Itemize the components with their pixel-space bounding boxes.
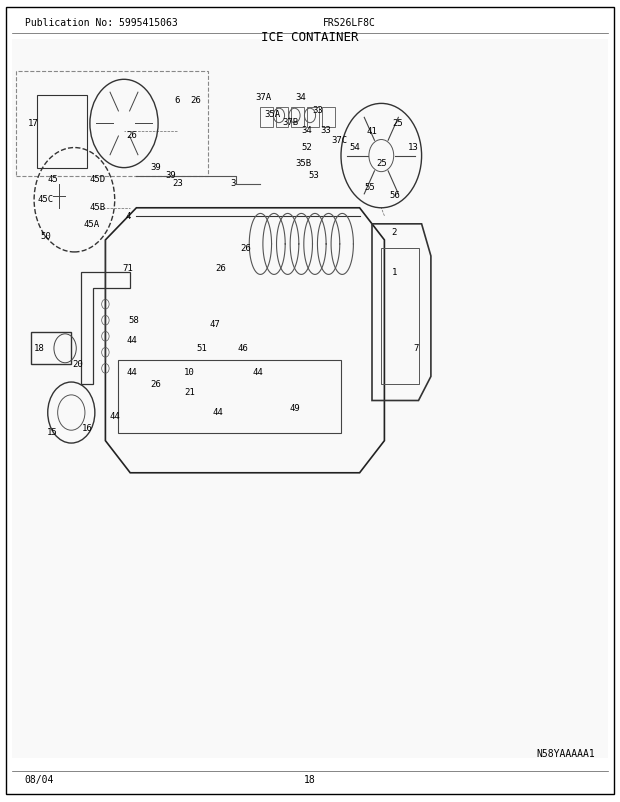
Text: 51: 51 [197,343,208,353]
Text: 39: 39 [166,171,177,180]
Text: 46: 46 [237,343,248,353]
Text: 1: 1 [392,267,397,277]
Text: 4: 4 [126,211,131,221]
Text: 45: 45 [47,175,58,184]
Text: 26: 26 [190,95,201,105]
Text: 44: 44 [110,411,121,421]
Text: 26: 26 [150,379,161,389]
Text: 21: 21 [184,387,195,397]
Bar [31,333,71,365]
Text: 56: 56 [389,191,400,200]
Text: 35B: 35B [296,158,312,168]
Text: 25: 25 [392,119,404,128]
Text: 53: 53 [308,171,319,180]
Text: 15: 15 [46,427,58,437]
Text: 23: 23 [172,179,183,188]
Text: N58YAAAAA1: N58YAAAAA1 [536,748,595,758]
Text: 25: 25 [376,159,388,168]
Text: 41: 41 [366,127,378,136]
Text: 52: 52 [301,143,312,152]
Text: 18: 18 [34,343,45,353]
Text: 2: 2 [392,227,397,237]
Text: 37A: 37A [255,93,272,103]
Text: 71: 71 [122,263,133,273]
Text: 13: 13 [407,143,419,152]
Text: 49: 49 [290,403,301,413]
Text: 45B: 45B [90,203,106,213]
Text: 50: 50 [40,231,51,241]
Text: 3: 3 [231,179,236,188]
Text: 20: 20 [73,359,84,369]
Text: 44: 44 [252,367,264,377]
Text: 47: 47 [209,319,220,329]
Bar [276,108,288,128]
Bar [291,108,304,128]
Text: 44: 44 [126,335,137,345]
Text: 26: 26 [215,263,226,273]
Text: 18: 18 [304,775,316,784]
Text: 58: 58 [128,315,140,325]
Text: 45C: 45C [38,194,54,204]
FancyBboxPatch shape [6,8,614,794]
Bar [12,40,608,758]
Text: 37B: 37B [282,118,298,128]
Text: 34: 34 [301,126,312,136]
Bar [307,108,319,128]
Text: 35A: 35A [265,109,281,119]
Text: 7: 7 [414,343,418,353]
Bar [322,108,335,128]
Text: 45A: 45A [83,219,99,229]
Text: 45D: 45D [90,175,106,184]
Text: 17: 17 [28,119,39,128]
Text: 55: 55 [364,183,375,192]
Text: 08/04: 08/04 [25,775,54,784]
Text: 44: 44 [126,367,137,377]
Text: 44: 44 [212,407,223,417]
Text: ICE CONTAINER: ICE CONTAINER [261,30,359,43]
Text: FRS26LF8C: FRS26LF8C [322,18,375,28]
Text: 33: 33 [312,106,323,115]
Text: 54: 54 [349,143,360,152]
Text: 26: 26 [240,243,251,253]
Text: 10: 10 [184,367,195,377]
Bar [260,108,273,128]
Text: 37C: 37C [332,136,348,145]
Text: 16: 16 [82,423,93,433]
Text: 34: 34 [295,93,306,103]
Text: 33: 33 [320,126,331,136]
Text: 26: 26 [126,131,137,140]
Text: 39: 39 [150,163,161,172]
Text: 6: 6 [174,95,179,105]
Text: Publication No: 5995415063: Publication No: 5995415063 [25,18,177,28]
